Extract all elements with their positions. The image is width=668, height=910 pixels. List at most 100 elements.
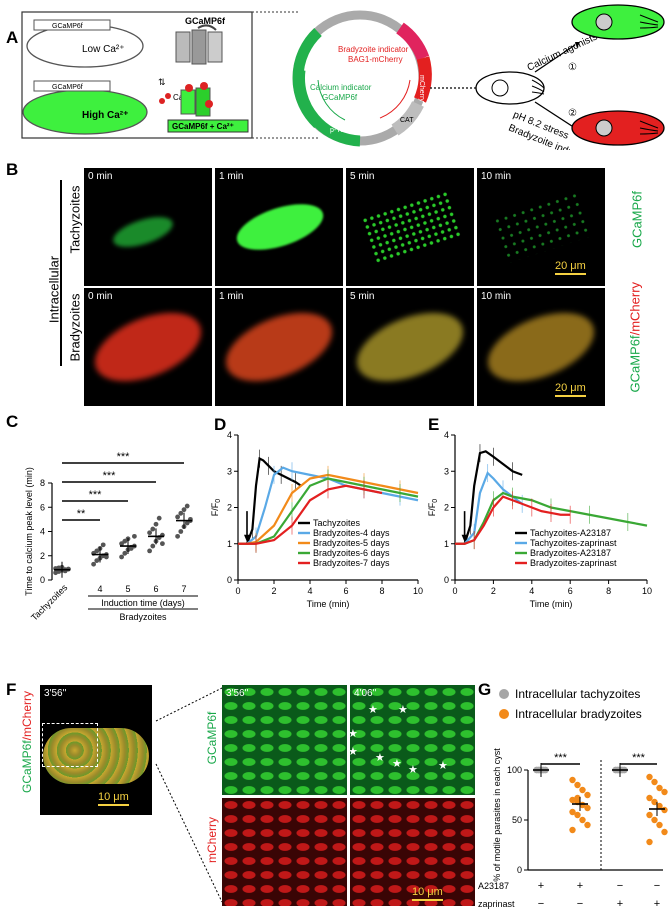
data-point	[178, 529, 184, 534]
step-2: ②	[568, 108, 577, 119]
series-line	[455, 495, 571, 545]
time-label: 5 min	[350, 291, 375, 302]
data-point	[132, 533, 137, 539]
data-point	[656, 821, 663, 829]
star-icon: ★	[392, 758, 402, 770]
sign: −	[654, 880, 660, 892]
arrows-equilibrium: ⇅	[158, 77, 166, 87]
legend-label: Intracellular tachyzoites	[515, 687, 640, 701]
ca-ion	[165, 93, 171, 99]
sign: +	[617, 898, 623, 910]
cyst-overview: 3'56'' 10 μm	[40, 685, 152, 815]
legend-label: Tachyzoites-A23187	[530, 528, 611, 538]
calcium-indicator-1: Calcium indicator	[310, 83, 372, 92]
sign: +	[538, 880, 544, 892]
data-point	[147, 530, 153, 536]
panel-label-d: D	[214, 415, 227, 434]
time-label: 0 min	[88, 291, 113, 302]
step-1: ①	[568, 62, 577, 73]
data-point	[181, 507, 187, 513]
data-point	[178, 510, 184, 516]
chart-e: 0 1 2 3 4 0 2 4 6 8 10 Time (min) F/F0 Tachyzoites-A2…	[427, 430, 652, 609]
y-tick-label: 50	[512, 815, 522, 825]
x-tick-label: 8	[379, 586, 384, 596]
star-icon: ★	[408, 764, 418, 776]
x-tick-label: 10	[642, 586, 652, 596]
y-tick-label: 4	[227, 430, 232, 440]
star-icon: ★	[398, 704, 408, 716]
series-line	[238, 473, 419, 545]
data-point	[646, 773, 653, 781]
data-point	[104, 554, 109, 560]
x-tick-label: 0	[235, 586, 240, 596]
sign: −	[538, 898, 544, 910]
plasmid-mcherry-segment	[413, 56, 432, 103]
x-tick-label: 6	[343, 586, 348, 596]
data-point	[153, 521, 159, 527]
x-tick-label: 4	[97, 584, 102, 594]
star-icon: ★	[350, 746, 358, 758]
significance-label: **	[77, 508, 86, 520]
x-tick-label: 4	[529, 586, 534, 596]
significance-label: ***	[103, 470, 117, 482]
channel-label-gcamp: GCaMP6f	[629, 190, 645, 249]
series-line	[238, 484, 383, 545]
panel-label-e: E	[428, 415, 440, 434]
time-label: 4'06''	[354, 688, 377, 699]
time-label: 3'56''	[226, 688, 249, 699]
data-point	[569, 826, 576, 834]
scale-bar-20um: 20 μm	[555, 260, 586, 275]
y-tick-label: 2	[227, 503, 232, 513]
legend-label: Bradyzoites-6 days	[313, 548, 390, 558]
parasite-schematic	[475, 71, 545, 105]
y-tick-label: 3	[227, 466, 232, 476]
legend-marker	[499, 689, 509, 699]
brady-indicator-1: Bradyzoite indicator	[338, 45, 409, 54]
data-point	[91, 561, 96, 567]
data-point	[646, 838, 653, 846]
data-point	[569, 776, 576, 784]
scale-bar-10um: 10 μm	[98, 791, 129, 806]
data-point	[569, 808, 576, 816]
channel-label-gcamp-f: GCaMP6f	[205, 711, 219, 765]
y-tick-label: 0	[40, 575, 45, 585]
x-tick-label: 6	[153, 584, 158, 594]
legend-label: Bradyzoites-zaprinast	[530, 558, 617, 568]
brady-10min: 10 min 20 μm	[477, 288, 605, 406]
data-point	[574, 781, 581, 789]
data-point	[656, 784, 663, 792]
tachy-10min: 10 min 20 μm	[477, 168, 605, 286]
data-point	[584, 791, 591, 799]
data-point	[651, 816, 658, 824]
low-gcamp-label: GCaMP6f	[52, 23, 83, 30]
data-point	[574, 794, 581, 802]
complex-label: GCaMP6f + Ca²⁺	[172, 122, 234, 131]
data-point	[656, 802, 663, 810]
significance-label: ***	[117, 451, 131, 463]
brady-5min: 5 min	[346, 288, 474, 406]
data-point	[175, 533, 181, 539]
data-point	[579, 816, 586, 824]
data-point	[569, 796, 576, 804]
row-label-a23187: A23187	[478, 881, 509, 891]
tachy-5min: 5 min	[346, 168, 474, 286]
x-group-label-2: Bradyzoites	[119, 612, 167, 622]
significance-label: ***	[89, 489, 103, 501]
data-point	[646, 811, 653, 819]
data-point	[100, 542, 106, 548]
data-point	[579, 786, 586, 794]
data-point	[147, 548, 153, 554]
star-icon: ★	[375, 752, 385, 764]
x-tick-label: 10	[413, 586, 423, 596]
data-point	[584, 804, 591, 812]
series-line	[238, 456, 302, 545]
time-label: 0 min	[88, 171, 113, 182]
y-tick-label: 100	[507, 765, 522, 775]
panel-label-g: G	[478, 680, 492, 699]
star-icon: ★	[438, 760, 448, 772]
tachy-0min: 0 min	[84, 168, 212, 286]
data-point	[150, 526, 156, 532]
gcamp-title: GCaMP6f	[185, 16, 226, 26]
low-membrane	[33, 19, 111, 31]
